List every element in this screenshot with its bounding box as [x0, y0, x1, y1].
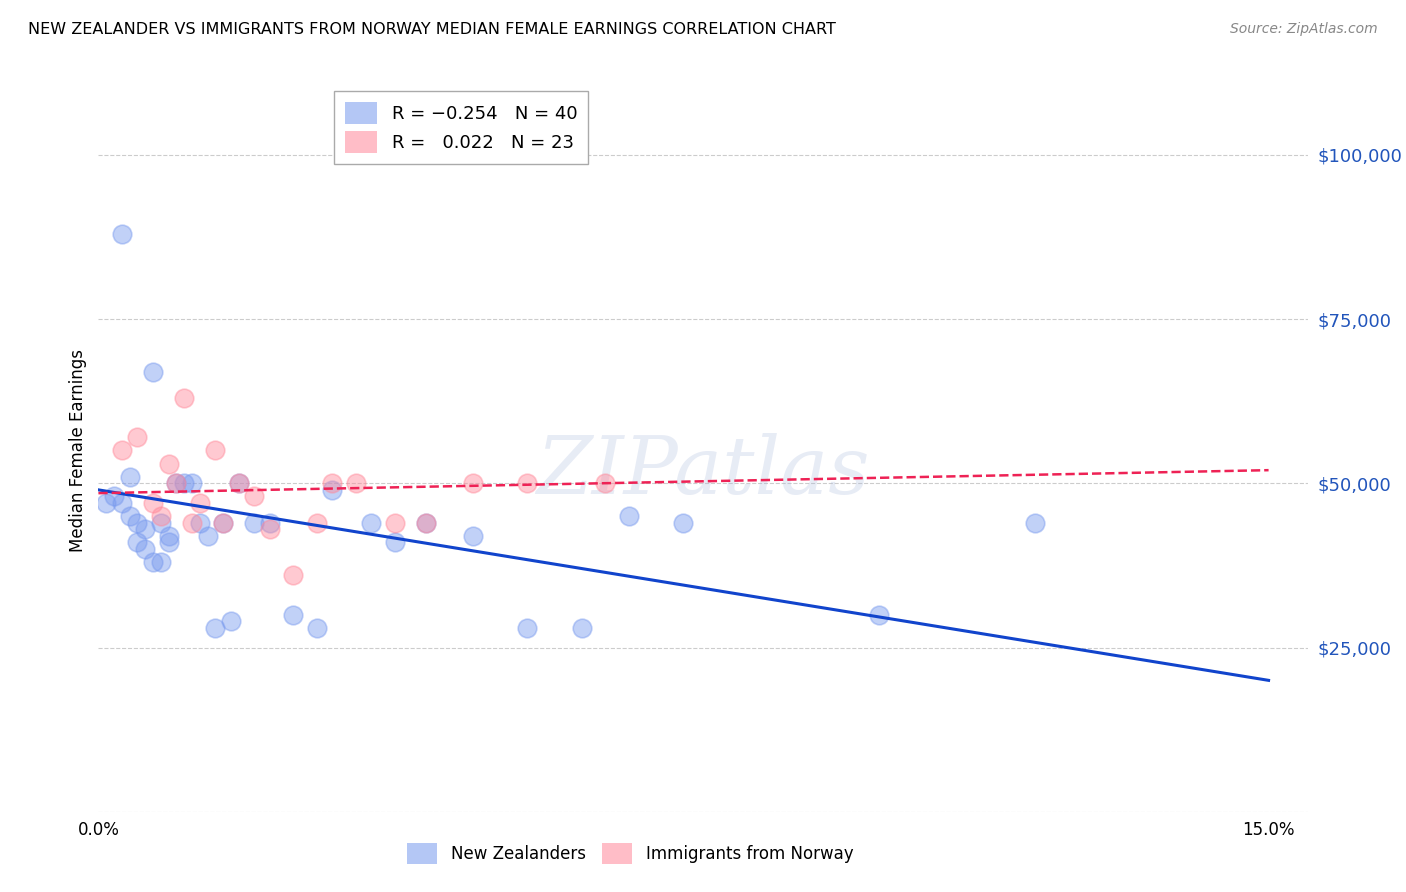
- Point: [204, 621, 226, 635]
- Point: [516, 476, 538, 491]
- Legend: New Zealanders, Immigrants from Norway: New Zealanders, Immigrants from Norway: [399, 835, 862, 872]
- Point: [142, 555, 165, 569]
- Point: [344, 476, 367, 491]
- Point: [111, 227, 134, 241]
- Point: [672, 516, 695, 530]
- Point: [149, 516, 172, 530]
- Point: [157, 529, 180, 543]
- Point: [165, 476, 187, 491]
- Point: [516, 621, 538, 635]
- Point: [461, 476, 484, 491]
- Point: [188, 516, 211, 530]
- Point: [118, 469, 141, 483]
- Point: [127, 430, 149, 444]
- Point: [157, 457, 180, 471]
- Point: [243, 490, 266, 504]
- Point: [321, 476, 343, 491]
- Y-axis label: Median Female Earnings: Median Female Earnings: [69, 349, 87, 552]
- Point: [134, 541, 156, 556]
- Point: [305, 516, 328, 530]
- Point: [212, 516, 235, 530]
- Point: [305, 621, 328, 635]
- Point: [111, 443, 134, 458]
- Point: [243, 516, 266, 530]
- Point: [103, 490, 125, 504]
- Point: [197, 529, 219, 543]
- Point: [134, 522, 156, 536]
- Point: [96, 496, 118, 510]
- Point: [595, 476, 617, 491]
- Text: ZIPatlas: ZIPatlas: [536, 434, 870, 511]
- Point: [384, 535, 406, 549]
- Point: [283, 607, 305, 622]
- Point: [142, 365, 165, 379]
- Point: [415, 516, 437, 530]
- Point: [571, 621, 593, 635]
- Point: [228, 476, 250, 491]
- Point: [149, 555, 172, 569]
- Point: [283, 568, 305, 582]
- Point: [204, 443, 226, 458]
- Point: [157, 535, 180, 549]
- Point: [181, 476, 204, 491]
- Point: [212, 516, 235, 530]
- Point: [181, 516, 204, 530]
- Point: [617, 509, 640, 524]
- Point: [360, 516, 382, 530]
- Point: [127, 516, 149, 530]
- Point: [461, 529, 484, 543]
- Point: [321, 483, 343, 497]
- Point: [111, 496, 134, 510]
- Point: [127, 535, 149, 549]
- Point: [219, 614, 242, 628]
- Point: [259, 516, 281, 530]
- Point: [384, 516, 406, 530]
- Text: Source: ZipAtlas.com: Source: ZipAtlas.com: [1230, 22, 1378, 37]
- Point: [1024, 516, 1046, 530]
- Point: [173, 476, 195, 491]
- Point: [165, 476, 187, 491]
- Point: [415, 516, 437, 530]
- Point: [188, 496, 211, 510]
- Point: [259, 522, 281, 536]
- Point: [142, 496, 165, 510]
- Point: [173, 391, 195, 405]
- Text: NEW ZEALANDER VS IMMIGRANTS FROM NORWAY MEDIAN FEMALE EARNINGS CORRELATION CHART: NEW ZEALANDER VS IMMIGRANTS FROM NORWAY …: [28, 22, 837, 37]
- Point: [149, 509, 172, 524]
- Point: [868, 607, 890, 622]
- Point: [228, 476, 250, 491]
- Point: [118, 509, 141, 524]
